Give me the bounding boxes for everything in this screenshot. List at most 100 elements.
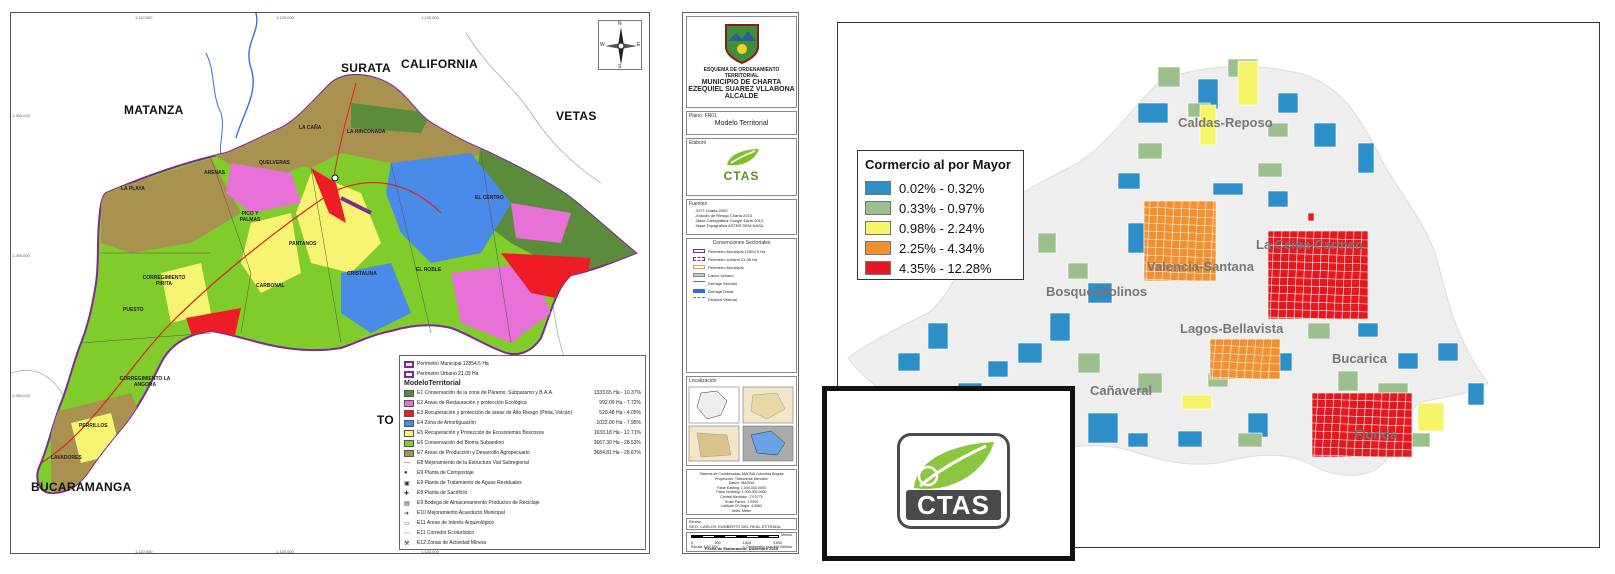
legend-extra-icon: ➜ (404, 510, 410, 517)
veredal-division (80, 152, 512, 344)
commerce-legend-row: 4.35% - 12.28% (865, 258, 1016, 278)
district-florida: Florida (1354, 427, 1398, 442)
compass-e: E (637, 42, 641, 48)
city-block (1117, 172, 1141, 190)
neighbor-california: CALIFORNIA (401, 57, 478, 71)
conv-title: Convenciones Sectoriales (712, 240, 771, 246)
street-line (1357, 230, 1363, 320)
legend-extra-row: ▤ E9 Bodega de Almacenamiento Productos d… (404, 500, 540, 507)
city-block (1467, 382, 1485, 406)
sistema-item: False Easting: 1.000.000.0000 (717, 485, 766, 490)
commerce-legend-swatch (865, 201, 891, 215)
plano-name: Modelo Territorial (714, 120, 769, 127)
street-line (1345, 392, 1351, 458)
header-box: ESQUEMA DE ORDENAMIENTO TERRITORIAL MUNI… (686, 16, 797, 108)
city-block (1137, 372, 1163, 394)
fuentes-box: Fuentes -EOT Charta 2002 -Estudio de Ries… (686, 199, 797, 235)
sistema-item: Sistema de Coordenadas: MAGNA Colombia B… (699, 472, 784, 476)
city-block (1087, 412, 1119, 444)
zone-e2 (511, 203, 571, 243)
city-block (1067, 262, 1089, 280)
city-block (1127, 222, 1145, 254)
street-line (1209, 200, 1215, 282)
legend-title: ModeloTerritorial (404, 380, 461, 387)
street-line (1209, 352, 1281, 357)
city-block (1237, 60, 1259, 106)
conv-swatch (693, 257, 705, 261)
coord-left: 1.280.000 (12, 393, 30, 398)
legend-swatch (404, 360, 414, 368)
street-line (1311, 414, 1413, 419)
street-line (1301, 230, 1307, 320)
elaboro-ctas: CTAS (723, 169, 760, 183)
compass-n: N (618, 21, 622, 27)
fuentes-list: -EOT Charta 2002 -Estudio de Riesgo Chart… (687, 208, 796, 228)
legend-extra-row: ▭ E11 Áreas de Interés Arqueológico (404, 520, 494, 527)
legend-swatch (404, 439, 414, 447)
neighbor-vetas: VETAS (556, 109, 597, 123)
scale-ticks: 0 900 1.800 3.600 (691, 541, 782, 545)
street-line (1177, 200, 1183, 282)
legend-extra-row: ➜ E10 Mejoramiento Acueducto Municipal (404, 510, 505, 517)
location-inset-maps (688, 386, 794, 462)
neighbor-surata: SURATA (341, 61, 392, 75)
district-caldas: Caldas-Reposo (1178, 115, 1273, 130)
conv-swatch (693, 265, 705, 269)
sistema-list: Sistema de Coordenadas: MAGNA Colombia B… (687, 470, 796, 513)
conv-swatch (693, 273, 705, 277)
street-line (1153, 200, 1159, 282)
panel-title-2: MUNICIPIO DE CHARTA (701, 79, 782, 86)
legend-row: E7 Áreas de Producción y Desarrollo Agro… (404, 448, 641, 458)
city-block (1311, 392, 1413, 458)
legend-items: E1 Conservación de la zona de Páramo, Su… (404, 388, 641, 458)
zone-e4 (341, 263, 411, 333)
legend-extra-icon: ● (404, 470, 408, 476)
street-line (1311, 406, 1413, 411)
legend-extra-row: ✚ E9 Planta de Sacrificio (404, 490, 468, 497)
conv-item: Casco Urbano (693, 271, 796, 279)
conv-swatch (693, 249, 705, 253)
boundary-line (465, 32, 602, 184)
legend-row: E2 Áreas de Restauración y protección Ec… (404, 398, 641, 408)
city-block (1157, 66, 1181, 88)
street-line (1267, 338, 1273, 380)
elaboro-box: Elaboró CTAS (686, 138, 797, 196)
river-line (235, 13, 258, 139)
legend-extra-row: ▣ E9 Planta de Tratamiento de Aguas Resid… (404, 480, 522, 487)
coord-top: 1.110.000 (135, 15, 153, 20)
street-line (1145, 200, 1151, 282)
vereda-la-riconada: LA RINCONADA (347, 129, 386, 135)
street-line (1393, 392, 1399, 458)
street-line (1143, 230, 1217, 235)
conv-item: Drenaje Sencillo (693, 279, 796, 287)
street-line (1325, 230, 1331, 320)
city-block (1357, 322, 1379, 338)
city-block (1017, 342, 1043, 364)
fecha: Fecha de Elaboración: Diciembre 2015 (704, 546, 779, 551)
street-line (1143, 262, 1217, 267)
ctas-leaf-icon (914, 442, 994, 489)
street-line (1317, 230, 1323, 320)
sistema-item: Units: Meter (731, 508, 752, 513)
street-line (1269, 230, 1275, 320)
city-block (1037, 232, 1057, 254)
district-lagos: Lagos-Bellavista (1180, 321, 1284, 336)
zone-e1 (471, 143, 636, 275)
street-line (1267, 308, 1369, 313)
sistema-item: False Northing: 1.000.000.0000 (716, 490, 767, 495)
street-line (1267, 316, 1369, 321)
street-line (1143, 254, 1217, 259)
street-line (1267, 284, 1369, 289)
sistema-item: Central Meridian: -74.0775 (720, 494, 763, 499)
zone-e5 (241, 213, 301, 293)
city-block (1199, 104, 1217, 146)
neighbor-matanza: MATANZA (124, 103, 184, 117)
road-line (40, 182, 442, 464)
street-line (1143, 238, 1217, 243)
scale-bar-graphic (691, 535, 779, 538)
legend-extra-icon: ▤ (404, 500, 410, 507)
conv-swatch (693, 281, 705, 285)
legend-swatch (404, 409, 414, 417)
territorial-model-map: MATANZA SURATA CALIFORNIA VETAS BUCARAMA… (10, 12, 650, 554)
street-line (1143, 246, 1217, 251)
